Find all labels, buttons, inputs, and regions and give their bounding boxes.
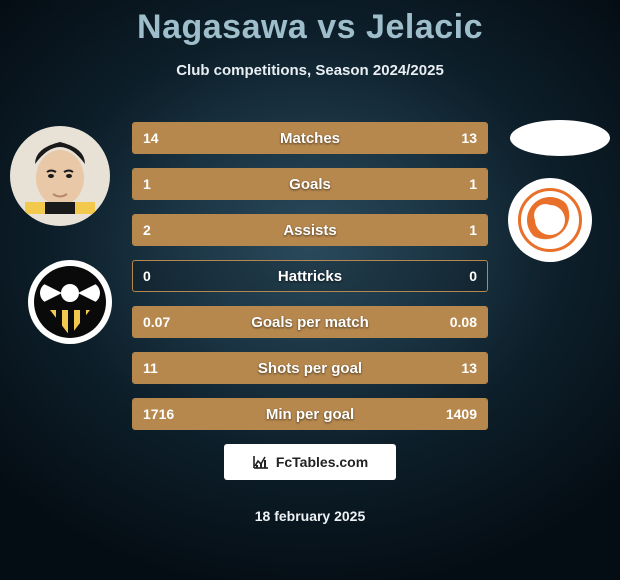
stat-value-right: 1409: [417, 406, 487, 422]
stat-value-right: 0: [417, 268, 487, 284]
stat-value-left: 2: [133, 222, 203, 238]
brand-badge[interactable]: FcTables.com: [224, 444, 396, 480]
stat-value-right: 13: [417, 130, 487, 146]
stat-value-left: 1716: [133, 406, 203, 422]
stat-row: 2Assists1: [132, 214, 488, 246]
page-subtitle: Club competitions, Season 2024/2025: [0, 62, 620, 79]
club-badge-right: [508, 178, 592, 262]
stat-row: 14Matches13: [132, 122, 488, 154]
wellington-phoenix-crest-icon: [34, 266, 106, 338]
brand-label: FcTables.com: [276, 454, 368, 470]
page-title: Nagasawa vs Jelacic: [0, 8, 620, 47]
club-badge-left: [28, 260, 112, 344]
stat-value-right: 0.08: [417, 314, 487, 330]
stat-label: Min per goal: [203, 406, 417, 423]
stat-row: 1716Min per goal1409: [132, 398, 488, 430]
stat-row: 0.07Goals per match0.08: [132, 306, 488, 338]
stat-value-left: 0.07: [133, 314, 203, 330]
player-photo-right: [510, 120, 610, 156]
stat-value-right: 1: [417, 222, 487, 238]
stat-row: 1Goals1: [132, 168, 488, 200]
stat-value-right: 1: [417, 176, 487, 192]
date-label: 18 february 2025: [0, 508, 620, 524]
chart-icon: [252, 453, 270, 471]
stat-value-left: 11: [133, 360, 203, 376]
stats-comparison-table: 14Matches131Goals12Assists10Hattricks00.…: [132, 122, 488, 430]
player-photo-left: [10, 126, 110, 226]
brisbane-roar-crest-icon: [514, 184, 586, 256]
stat-value-left: 14: [133, 130, 203, 146]
stat-label: Shots per goal: [203, 360, 417, 377]
stat-value-left: 0: [133, 268, 203, 284]
stat-label: Matches: [203, 130, 417, 147]
stat-value-left: 1: [133, 176, 203, 192]
stat-row: 11Shots per goal13: [132, 352, 488, 384]
stat-label: Assists: [203, 222, 417, 239]
stat-label: Hattricks: [203, 268, 417, 285]
stat-row: 0Hattricks0: [132, 260, 488, 292]
stat-label: Goals: [203, 176, 417, 193]
stat-value-right: 13: [417, 360, 487, 376]
face-icon: [25, 134, 95, 214]
stat-label: Goals per match: [203, 314, 417, 331]
